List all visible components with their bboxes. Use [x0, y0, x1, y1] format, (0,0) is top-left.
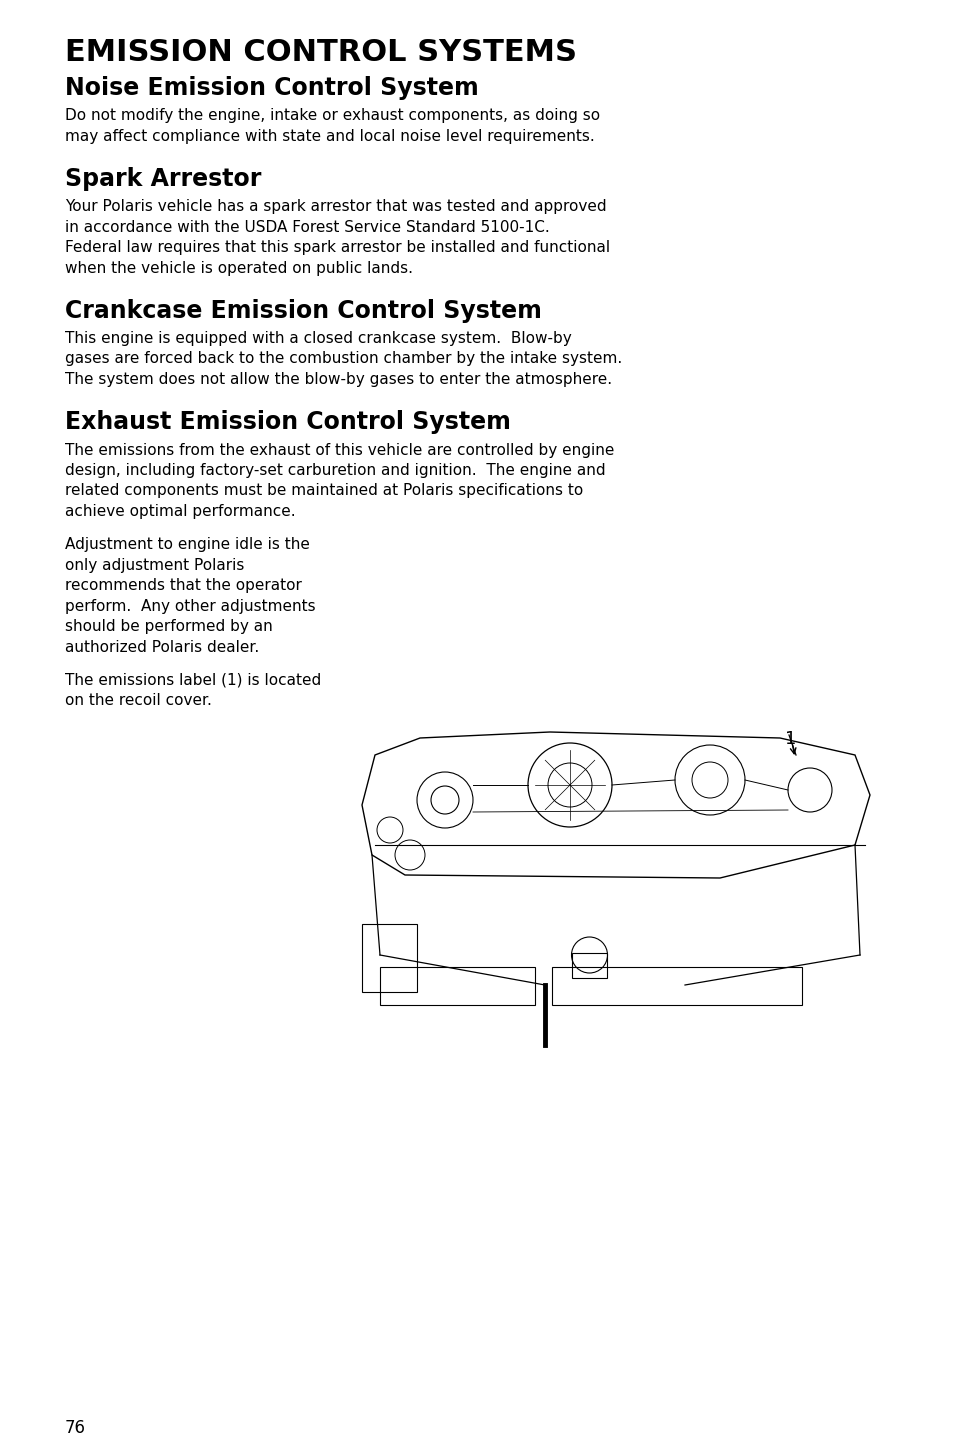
Text: Adjustment to engine idle is the: Adjustment to engine idle is the	[65, 537, 310, 553]
Bar	[379, 967, 535, 1005]
Bar	[572, 952, 606, 979]
Text: Do not modify the engine, intake or exhaust components, as doing so: Do not modify the engine, intake or exha…	[65, 108, 599, 124]
Text: Federal law requires that this spark arrestor be installed and functional: Federal law requires that this spark arr…	[65, 240, 610, 254]
Text: The emissions from the exhaust of this vehicle are controlled by engine: The emissions from the exhaust of this v…	[65, 442, 614, 458]
Text: authorized Polaris dealer.: authorized Polaris dealer.	[65, 640, 259, 654]
Text: design, including factory-set carburetion and ignition.  The engine and: design, including factory-set carburetio…	[65, 462, 605, 478]
Text: recommends that the operator: recommends that the operator	[65, 579, 301, 593]
Text: Spark Arrestor: Spark Arrestor	[65, 167, 261, 190]
Bar	[552, 967, 801, 1005]
Text: Exhaust Emission Control System: Exhaust Emission Control System	[65, 410, 511, 435]
Text: perform.  Any other adjustments: perform. Any other adjustments	[65, 599, 315, 614]
Text: Crankcase Emission Control System: Crankcase Emission Control System	[65, 300, 541, 323]
Text: when the vehicle is operated on public lands.: when the vehicle is operated on public l…	[65, 260, 413, 275]
Text: The emissions label (1) is located: The emissions label (1) is located	[65, 673, 321, 688]
Text: gases are forced back to the combustion chamber by the intake system.: gases are forced back to the combustion …	[65, 352, 621, 366]
Text: related components must be maintained at Polaris specifications to: related components must be maintained at…	[65, 484, 582, 499]
Text: only adjustment Polaris: only adjustment Polaris	[65, 557, 244, 573]
Text: This engine is equipped with a closed crankcase system.  Blow-by: This engine is equipped with a closed cr…	[65, 332, 571, 346]
Text: in accordance with the USDA Forest Service Standard 5100-1C.: in accordance with the USDA Forest Servi…	[65, 220, 549, 234]
Text: EMISSION CONTROL SYSTEMS: EMISSION CONTROL SYSTEMS	[65, 38, 577, 67]
Text: 76: 76	[65, 1419, 86, 1437]
Text: Noise Emission Control System: Noise Emission Control System	[65, 76, 478, 100]
Text: on the recoil cover.: on the recoil cover.	[65, 694, 212, 708]
Text: The system does not allow the blow-by gases to enter the atmosphere.: The system does not allow the blow-by ga…	[65, 372, 612, 387]
Text: should be performed by an: should be performed by an	[65, 619, 273, 634]
Bar	[361, 923, 416, 992]
Text: achieve optimal performance.: achieve optimal performance.	[65, 505, 295, 519]
Text: 1: 1	[784, 730, 796, 747]
Text: may affect compliance with state and local noise level requirements.: may affect compliance with state and loc…	[65, 128, 594, 144]
Text: Your Polaris vehicle has a spark arrestor that was tested and approved: Your Polaris vehicle has a spark arresto…	[65, 199, 606, 214]
